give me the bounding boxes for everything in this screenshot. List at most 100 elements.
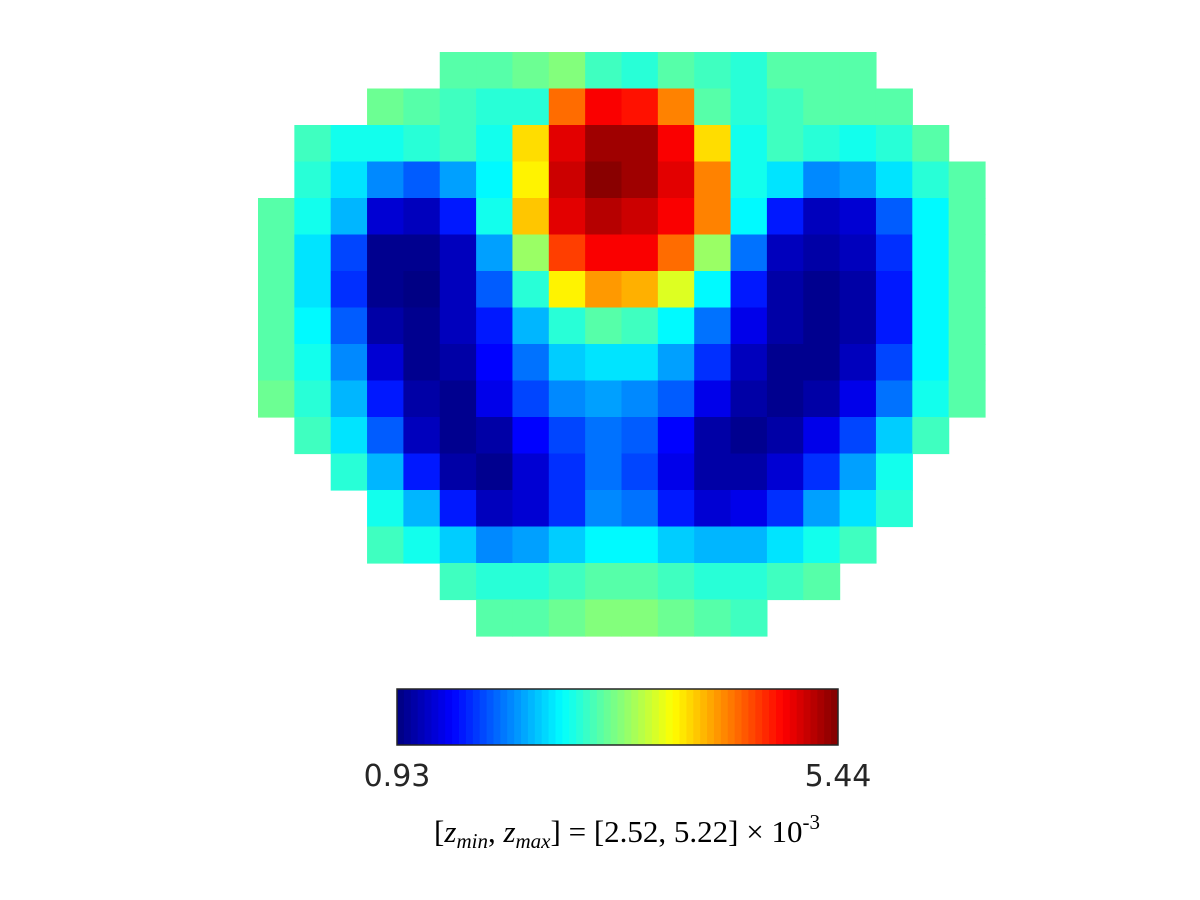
heatmap-cell <box>694 198 732 236</box>
colorbar-segment <box>596 689 605 745</box>
annotation-part: , <box>658 814 674 849</box>
heatmap-cell <box>294 125 332 163</box>
heatmap-cell <box>476 271 514 309</box>
heatmap-cell <box>476 490 514 528</box>
heatmap-cell <box>839 307 877 345</box>
heatmap-cell <box>657 307 695 345</box>
heatmap-cell <box>766 563 804 601</box>
heatmap-cell <box>948 198 986 236</box>
heatmap-cell <box>403 198 441 236</box>
heatmap-cell <box>439 234 477 272</box>
heatmap-cell <box>912 161 950 199</box>
heatmap-cell <box>585 599 623 637</box>
heatmap-cell <box>258 198 295 236</box>
heatmap-cell <box>512 271 550 309</box>
heatmap-cell <box>875 271 913 309</box>
colorbar-segment <box>748 689 756 745</box>
heatmap-cell <box>258 307 295 345</box>
heatmap-cell <box>621 563 659 601</box>
heatmap-cell <box>730 307 768 345</box>
heatmap-cell <box>512 526 550 564</box>
heatmap-cell <box>875 234 913 272</box>
heatmap-cell <box>839 271 877 309</box>
heatmap-cell <box>548 52 586 90</box>
heatmap-cell <box>839 161 877 199</box>
heatmap-cell <box>294 417 332 455</box>
annotation-part: ] = [ <box>551 814 605 849</box>
heatmap-cell <box>330 198 368 236</box>
heatmap-cell <box>476 52 514 90</box>
heatmap-cell <box>367 88 404 126</box>
heatmap-cell <box>294 271 332 309</box>
heatmap-cell <box>476 453 514 491</box>
heatmap-cell <box>367 271 404 309</box>
heatmap-cell <box>912 125 950 163</box>
heatmap-cell <box>548 125 586 163</box>
heatmap-cell <box>621 453 659 491</box>
heatmap-cell <box>548 307 586 345</box>
heatmap-cell <box>585 380 623 418</box>
heatmap-cell <box>657 271 695 309</box>
heatmap-cell <box>803 234 841 272</box>
heatmap-cell <box>839 198 877 236</box>
colorbar-segment <box>417 689 426 745</box>
colorbar-segment <box>589 689 598 745</box>
heatmap-cell <box>694 307 732 345</box>
heatmap-cell <box>367 198 404 236</box>
colorbar-segment <box>500 689 508 745</box>
heatmap-cell <box>439 271 477 309</box>
heatmap-cell <box>621 380 659 418</box>
colorbar <box>397 689 839 745</box>
heatmap-cell <box>766 125 804 163</box>
colorbar-segment <box>755 689 763 745</box>
heatmap-cell <box>912 234 950 272</box>
heatmap-cell <box>585 198 623 236</box>
heatmap-cell <box>730 271 768 309</box>
colorbar-segment <box>562 689 570 745</box>
colorbar-segment <box>762 689 770 745</box>
colorbar-segment <box>603 689 612 745</box>
annotation-part: -3 <box>802 810 820 834</box>
heatmap-cell <box>476 380 514 418</box>
colorbar-segment <box>817 689 825 745</box>
colorbar-segment <box>465 689 474 745</box>
heatmap-cell <box>476 526 514 564</box>
colorbar-segment <box>527 689 536 745</box>
heatmap-cell <box>839 490 877 528</box>
heatmap-cell <box>621 198 659 236</box>
annotation-part: 2.52 <box>604 814 658 849</box>
heatmap-cell <box>512 599 550 637</box>
colorbar-segment <box>548 689 556 745</box>
heatmap-cell <box>766 271 804 309</box>
annotation-part: z <box>502 814 515 849</box>
heatmap-cell <box>694 526 732 564</box>
colorbar-segment <box>507 689 515 745</box>
heatmap-cell <box>330 307 368 345</box>
colorbar-segment <box>782 689 791 745</box>
heatmap-cell <box>367 344 404 382</box>
colorbar-segment <box>472 689 481 745</box>
heatmap-cell <box>621 271 659 309</box>
heatmap-cell <box>439 453 477 491</box>
heatmap-cell <box>585 344 623 382</box>
heatmap-cell <box>512 563 550 601</box>
heatmap-cell <box>439 417 477 455</box>
heatmap-cell <box>367 417 404 455</box>
heatmap-cell <box>367 526 404 564</box>
heatmap-cell <box>766 344 804 382</box>
colorbar-segment <box>720 689 729 745</box>
heatmap-cell <box>839 417 877 455</box>
heatmap-cell <box>803 271 841 309</box>
heatmap-cell <box>875 344 913 382</box>
heatmap-cell <box>657 234 695 272</box>
colorbar-segment <box>686 689 694 745</box>
heatmap-cell <box>548 417 586 455</box>
heatmap-cell <box>585 526 623 564</box>
heatmap-cell <box>912 380 950 418</box>
colorbar-frame <box>396 688 839 746</box>
heatmap-cell <box>875 453 913 491</box>
heatmap-cell <box>439 380 477 418</box>
heatmap-cell <box>839 380 877 418</box>
heatmap-cell <box>548 599 586 637</box>
colorbar-segment <box>769 689 777 745</box>
